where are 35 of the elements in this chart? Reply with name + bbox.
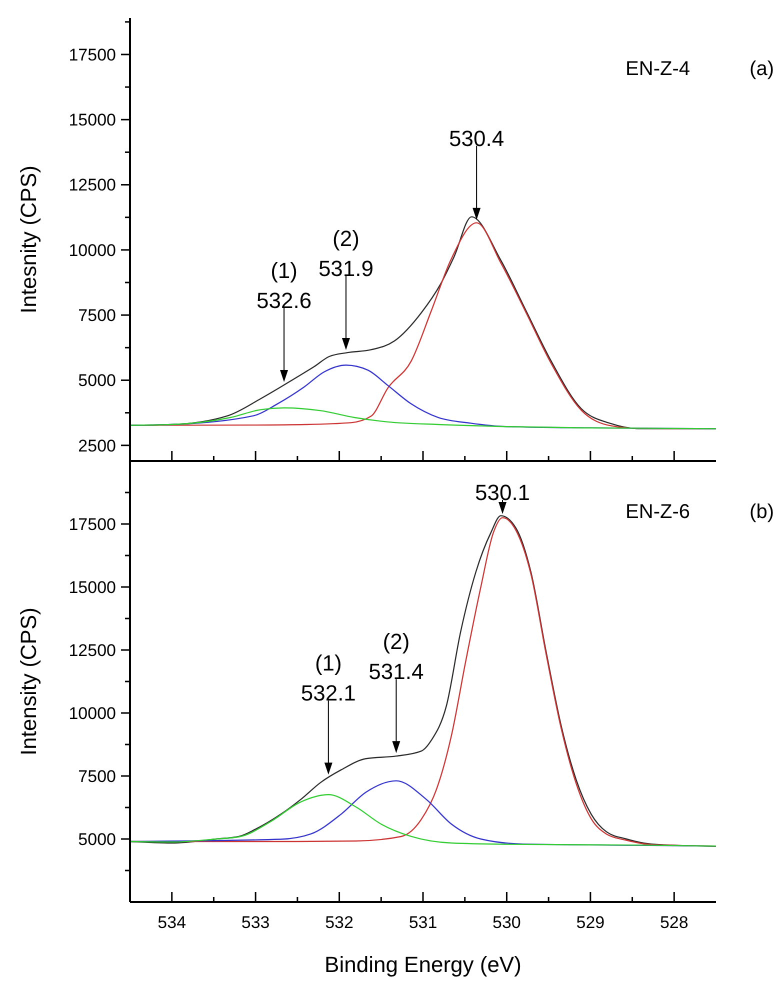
x-axis-title: Binding Energy (eV) bbox=[324, 952, 522, 977]
y-tick-label: 17500 bbox=[68, 514, 116, 534]
x-tick-label: 531 bbox=[408, 913, 438, 932]
y-tick-label: 2500 bbox=[78, 436, 116, 456]
y-axis-title: Intesnity (CPS) bbox=[16, 166, 41, 314]
x-tick-label: 533 bbox=[241, 913, 270, 932]
x-tick-label: 528 bbox=[660, 913, 688, 932]
annotation: (2) 531.9 bbox=[318, 226, 374, 281]
y-tick-label: 7500 bbox=[78, 766, 116, 786]
y-tick-label: 15000 bbox=[68, 110, 116, 130]
annotation: EN-Z-4 bbox=[626, 58, 690, 80]
text: (b) bbox=[750, 501, 774, 523]
line-series bbox=[129, 407, 717, 430]
y-tick-label: 5000 bbox=[78, 371, 116, 390]
text: (a) bbox=[750, 58, 774, 80]
x-tick-label: 529 bbox=[576, 913, 605, 932]
y-tick-label: 7500 bbox=[78, 306, 116, 326]
y-tick-label: 10000 bbox=[68, 704, 116, 723]
y-tick-label: 5000 bbox=[78, 830, 116, 849]
annotation: (1) 532.6 bbox=[256, 258, 312, 313]
y-tick-label: 17500 bbox=[68, 45, 116, 64]
annotation: 530.4 bbox=[449, 126, 504, 151]
annotation: (1) 532.1 bbox=[300, 650, 356, 706]
x-tick-label: 534 bbox=[158, 913, 186, 932]
y-axis-title: Intensity (CPS) bbox=[16, 608, 41, 756]
x-tick-label: 532 bbox=[325, 913, 354, 932]
y-tick-label: 15000 bbox=[68, 578, 116, 597]
y-tick-label: 10000 bbox=[68, 240, 116, 260]
y-tick-label: 12500 bbox=[68, 176, 116, 195]
y-tick-label: 12500 bbox=[68, 640, 116, 660]
annotation: EN-Z-6 bbox=[626, 501, 690, 523]
line-series bbox=[129, 794, 717, 847]
annotation: 530.1 bbox=[474, 480, 530, 506]
annotation: (2) 531.4 bbox=[368, 629, 424, 684]
x-tick-label: 530 bbox=[492, 913, 521, 932]
